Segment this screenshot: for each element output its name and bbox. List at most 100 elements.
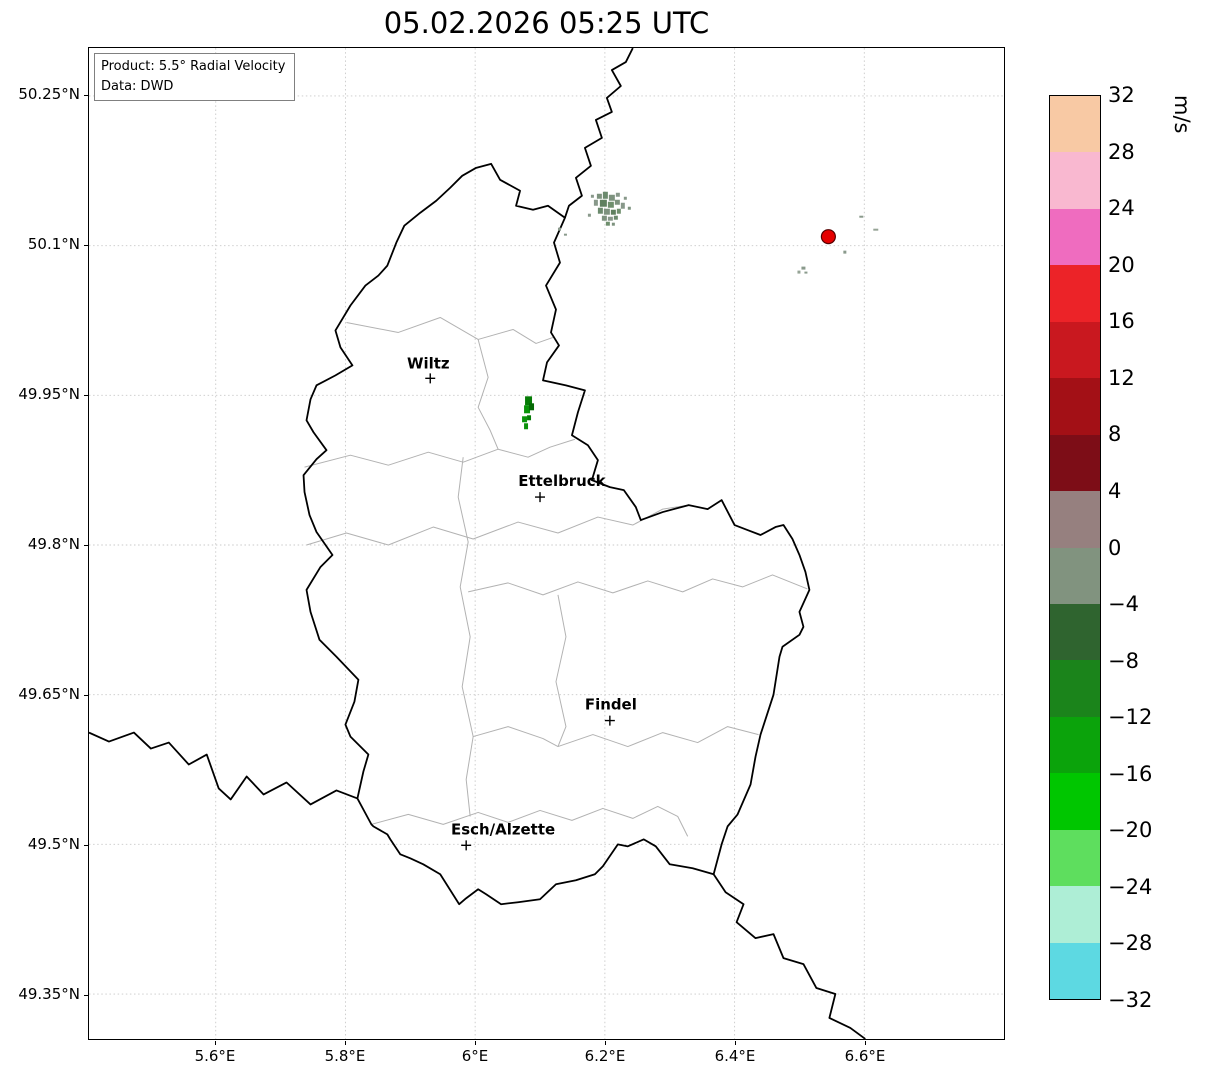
border-belgium-france [89,731,358,806]
colorbar-tick-label: −20 [1108,818,1153,843]
radar-echo-cell [607,201,614,208]
colorbar-tick-label: 24 [1108,196,1135,221]
radar-echo-cell [804,271,808,274]
radar-echo-cell [590,194,594,198]
radar-echo-cell [603,208,610,215]
radar-echo-cell [627,206,631,210]
y-tick-label: 49.95°N [18,385,80,403]
radar-echo-cell [602,191,608,199]
colorbar-band [1050,208,1100,266]
x-tick-mark [475,1041,476,1045]
y-tick-mark [84,695,88,696]
radar-echo-cell [524,405,531,414]
radar-site [820,229,836,245]
colorbar-band [1050,603,1100,661]
radar-echo-cell [873,228,879,231]
y-tick-label: 49.65°N [18,685,80,703]
country-borders [89,48,866,1039]
colorbar-tick-label: 32 [1108,83,1135,107]
x-tick-label: 6.4°E [714,1047,756,1065]
colorbar-tick-label: 8 [1108,422,1122,447]
colorbar-band [1050,491,1100,548]
colorbar-tick-label: −8 [1108,648,1139,673]
colorbar-tick-label: −24 [1108,874,1153,899]
x-tick-mark [735,1041,736,1045]
y-tick-mark [84,995,88,996]
gridlines [89,48,1004,1039]
radar-echo-cell [607,216,613,221]
radar-echo-cell [614,199,620,205]
city-label: Wiltz [407,354,450,372]
colorbar-tick-label: 28 [1108,139,1135,164]
x-tick-mark [345,1041,346,1045]
colorbar [1049,95,1101,1000]
colorbar-band [1050,96,1100,153]
radar-echo-cell [605,221,610,226]
radar-echo-cell [563,233,567,236]
radar-echo-cell [859,215,864,218]
colorbar-band [1050,773,1100,830]
plot-title: 05.02.2026 05:25 UTC [383,6,710,40]
radar-echo-cell [608,194,615,201]
radar-echo-cell [597,207,603,214]
radar-echo-cell [616,208,621,214]
colorbar-band [1050,886,1100,943]
colorbar-band [1050,321,1100,379]
colorbar-tick-label: −12 [1108,705,1153,730]
y-tick-label: 49.8°N [27,535,80,553]
city-label: Ettelbruck [518,472,606,490]
colorbar-tick-label: −32 [1108,988,1153,1012]
x-tick-label: 5.6°E [194,1047,236,1065]
x-tick-mark [605,1041,606,1045]
radar-echo-cell [613,215,618,220]
colorbar-tick-label: 0 [1108,535,1122,560]
radar-echo-cell [522,416,528,423]
legend-product-line: Product: 5.5° Radial Velocity [101,59,286,74]
colorbar-tick-label: 4 [1108,478,1122,503]
radar-site-marker [820,229,836,245]
colorbar-band [1050,547,1100,604]
radar-echo-cell [599,199,607,207]
colorbar-band [1050,716,1100,774]
y-tick-mark [84,845,88,846]
radar-echo-cell [525,396,533,406]
x-tick-label: 6.6°E [844,1047,886,1065]
radar-echoes [522,191,879,430]
radar-echo-cell [529,403,535,411]
y-tick-mark [84,395,88,396]
radar-echo-cell [611,222,615,226]
colorbar-tick-label: −4 [1108,592,1139,617]
colorbar-band [1050,378,1100,435]
border-belgium-germany [564,48,634,218]
radar-echo-cell [593,199,598,206]
radar-echo-cell [601,215,607,221]
radar-echo-cell [610,209,616,215]
radar-echo-cell [620,202,625,209]
colorbar-band [1050,265,1100,322]
colorbar-band [1050,660,1100,717]
colorbar-tick-label: 16 [1108,309,1135,334]
colorbar-tick-label: −16 [1108,761,1153,786]
x-tick-label: 5.8°E [324,1047,366,1065]
y-tick-mark [84,95,88,96]
city-marker [535,492,546,503]
map-plot-area: Wiltz Ettelbruck Findel Esch/Alzette Produc… [88,47,1005,1040]
y-tick-label: 49.35°N [18,985,80,1003]
x-tick-label: 6°E [461,1047,489,1065]
city-marker [461,840,472,851]
y-tick-mark [84,245,88,246]
y-tick-mark [84,545,88,546]
colorbar-band [1050,829,1100,887]
city-label: Esch/Alzette [451,820,555,838]
radar-echo-cell [524,423,529,430]
colorbar-band [1050,434,1100,492]
border-luxembourg [302,162,811,906]
colorbar-tick-label: 20 [1108,252,1135,277]
canton-borders [304,316,808,837]
border-france-germany [712,873,866,1039]
x-tick-mark [215,1041,216,1045]
map-svg: Wiltz Ettelbruck Findel Esch/Alzette [89,48,1004,1039]
x-tick-mark [865,1041,866,1045]
radar-echo-cell [527,415,532,421]
